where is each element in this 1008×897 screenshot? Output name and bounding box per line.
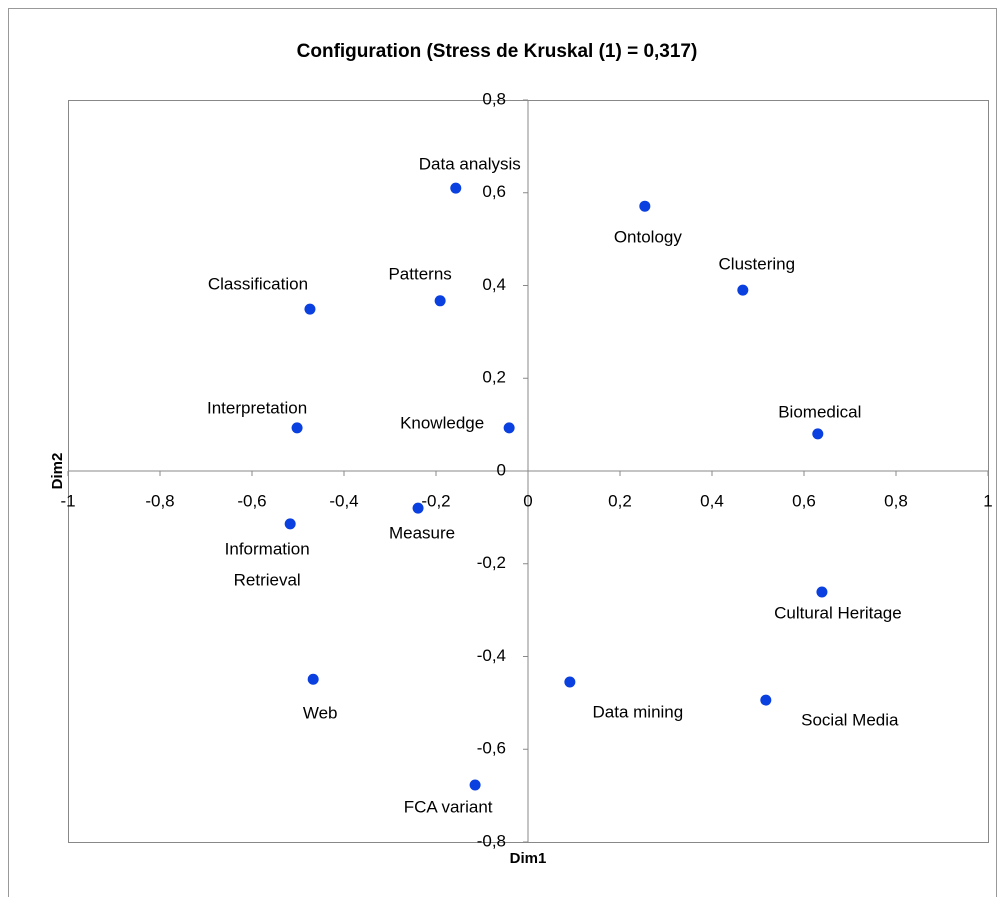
x-axis-title: Dim1 (510, 850, 547, 867)
point-label: Clustering (719, 255, 796, 274)
point (639, 200, 651, 212)
point (469, 779, 481, 791)
point-label: Classification (208, 275, 308, 294)
point (816, 586, 828, 598)
point (564, 676, 576, 688)
point (284, 518, 296, 530)
point (304, 303, 316, 315)
point (737, 284, 749, 296)
y-tick-label: -0,8 (477, 831, 506, 850)
point-label: Biomedical (778, 402, 861, 421)
x-tick-label: 0 (523, 491, 532, 510)
point-label: Data analysis (419, 155, 521, 174)
x-tick-label: 0,8 (884, 491, 908, 510)
point (307, 673, 319, 685)
y-tick-label: 0 (497, 460, 506, 479)
point (434, 295, 446, 307)
point (812, 428, 824, 440)
x-tick-label: 0,6 (792, 491, 816, 510)
point (450, 182, 462, 194)
point-label: FCA variant (404, 797, 493, 816)
point-label: Social Media (801, 711, 899, 730)
y-axis-title: Dim2 (49, 453, 66, 490)
point-label: Measure (389, 524, 455, 543)
x-tick-label: -0,2 (421, 491, 450, 510)
point-label: Ontology (614, 228, 683, 247)
x-tick-label: -0,4 (329, 491, 358, 510)
x-tick-label: -0,6 (237, 491, 266, 510)
x-tick-label: 0,2 (608, 491, 632, 510)
point-label: Patterns (388, 264, 451, 283)
y-tick-label: 0,2 (482, 368, 506, 387)
chart-border (8, 8, 997, 897)
y-tick-label: 0,4 (482, 275, 506, 294)
point-label: Retrieval (234, 570, 301, 589)
point-label: Information (225, 539, 310, 558)
point (503, 422, 515, 434)
point-label: Cultural Heritage (774, 604, 902, 623)
y-tick-label: -0,6 (477, 739, 506, 758)
y-tick-label: 0,6 (482, 182, 506, 201)
x-tick-label: -1 (60, 491, 75, 510)
point (291, 422, 303, 434)
point (760, 694, 772, 706)
y-tick-label: -0,4 (477, 646, 506, 665)
point-label: Interpretation (207, 398, 307, 417)
point-label: Data mining (593, 702, 684, 721)
x-tick-label: 0,4 (700, 491, 724, 510)
point (412, 502, 424, 514)
chart-title: Configuration (Stress de Kruskal (1) = 0… (297, 41, 698, 62)
x-tick-label: -0,8 (145, 491, 174, 510)
y-tick-label: -0,2 (477, 553, 506, 572)
y-tick-label: 0,8 (482, 89, 506, 108)
x-tick-label: 1 (983, 491, 992, 510)
point-label: Knowledge (400, 413, 484, 432)
point-label: Web (303, 704, 338, 723)
